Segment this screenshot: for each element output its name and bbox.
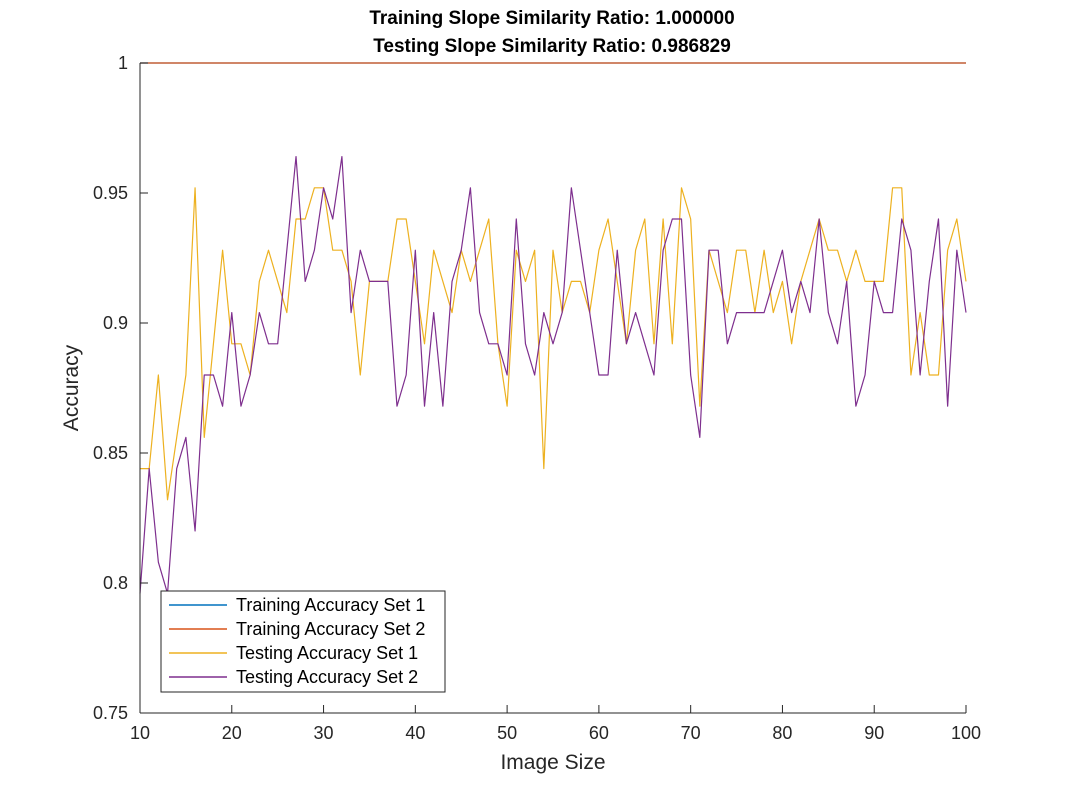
legend-label-2: Training Accuracy Set 2 bbox=[236, 619, 425, 639]
x-tick-label: 90 bbox=[864, 723, 884, 743]
y-axis-label: Accuracy bbox=[60, 344, 83, 431]
series-line-3 bbox=[140, 187, 967, 501]
x-tick-label: 80 bbox=[772, 723, 792, 743]
x-tick-label: 30 bbox=[314, 723, 334, 743]
x-tick-label: 70 bbox=[681, 723, 701, 743]
y-tick-label: 1 bbox=[118, 53, 128, 73]
legend-label-1: Training Accuracy Set 1 bbox=[236, 595, 425, 615]
x-tick-label: 40 bbox=[405, 723, 425, 743]
y-tick-label: 0.85 bbox=[93, 443, 128, 463]
x-axis-label: Image Size bbox=[500, 751, 605, 774]
legend-box bbox=[160, 590, 446, 693]
y-tick-label: 0.9 bbox=[103, 313, 128, 333]
legend-label-3: Testing Accuracy Set 1 bbox=[236, 643, 418, 663]
x-tick-label: 10 bbox=[130, 723, 150, 743]
y-tick-label: 0.75 bbox=[93, 703, 128, 723]
x-tick-label: 100 bbox=[951, 723, 981, 743]
y-tick-label: 0.95 bbox=[93, 183, 128, 203]
chart-title-line-1: Training Slope Similarity Ratio: 1.00000… bbox=[369, 8, 734, 29]
x-tick-label: 50 bbox=[497, 723, 517, 743]
legend-label-4: Testing Accuracy Set 2 bbox=[236, 667, 418, 687]
y-tick-label: 0.8 bbox=[103, 573, 128, 593]
series-line-4 bbox=[139, 156, 967, 595]
x-tick-label: 60 bbox=[589, 723, 609, 743]
legend[interactable]: Training Accuracy Set 1 Training Accuracy… bbox=[160, 590, 446, 693]
chart-title-line-2: Testing Slope Similarity Ratio: 0.986829 bbox=[373, 36, 731, 57]
series-layer bbox=[139, 62, 967, 595]
x-tick-label: 20 bbox=[222, 723, 242, 743]
axes-layer: 10 20 30 40 50 60 70 80 90 100 0.75 0.8 0.85 0.9 0.95 1 bbox=[93, 53, 981, 743]
